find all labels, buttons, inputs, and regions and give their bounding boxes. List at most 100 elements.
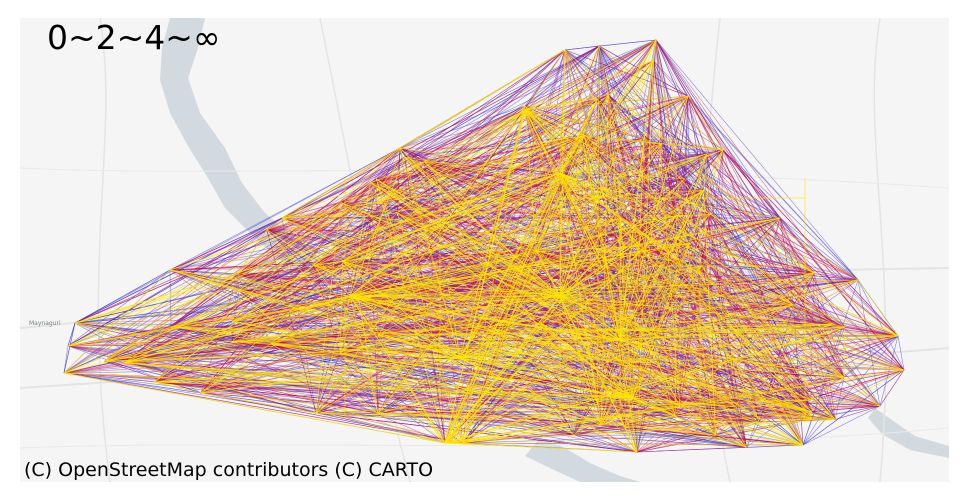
connection-line [559,60,654,297]
connection-line [404,49,566,158]
connection-line [448,286,561,297]
road [873,18,887,482]
connection-line [559,49,566,297]
connection-line [63,147,401,374]
connection-line [540,213,711,324]
connection-line [123,323,834,363]
connection-line [524,105,560,186]
connection-line [349,94,609,297]
connection-line [349,243,691,297]
connection-line [644,137,859,281]
connection-line [812,369,905,420]
connection-line [342,98,598,262]
connection-line [339,339,621,355]
connection-line [74,322,446,444]
connection-line [488,95,689,328]
river-water-south [525,438,640,482]
connection-line [536,243,691,253]
connection-line [574,418,813,436]
connection-line [631,153,708,399]
connection-line [559,172,717,436]
connection-line [270,217,781,344]
connection-line [810,376,845,401]
connection-line [397,147,401,213]
connection-line [200,295,351,394]
connection-line [524,109,585,136]
connection-line [759,422,804,446]
connection-line [339,353,747,448]
connection-line [238,290,379,414]
connection-line [631,397,747,448]
connection-line [397,109,526,214]
connection-line [123,304,642,363]
connection-line [423,161,736,407]
connection-line [524,109,834,325]
connection-line [313,45,600,266]
connection-line [170,290,239,328]
connection-line [703,189,859,281]
connection-line [559,295,716,436]
river-water-east [868,408,949,458]
connection-line [342,260,813,413]
connection-line [631,326,845,399]
connection-line [459,357,747,448]
connection-line [687,95,724,151]
connection-line [237,229,268,276]
connection-line [349,153,708,297]
connection-line [536,250,561,297]
connection-line [641,304,845,378]
connection-line [358,298,379,414]
connection-line [444,254,600,444]
connection-line [802,369,905,446]
connection-line [404,156,633,364]
connection-line [266,229,642,235]
connection-line [636,414,676,453]
connection-line [524,109,813,413]
connection-line [313,265,633,399]
connection-line [444,411,812,444]
map-canvas[interactable]: Maynaguri [20,18,949,482]
connection-line [104,135,583,362]
connection-line [315,105,526,414]
connection-line [399,45,600,149]
connection-line [63,372,446,444]
connection-line [154,381,804,446]
connection-line [655,39,859,281]
connection-line [104,295,561,362]
connection-line [67,161,425,347]
connection-line [632,362,881,407]
connection-line [675,406,736,416]
connection-line [459,357,638,453]
connection-line [444,185,560,444]
connection-line [313,212,398,266]
connection-line [231,295,351,322]
connection-line [581,135,638,453]
connection-line [559,49,566,174]
connection-line [200,357,461,394]
connection-line [598,45,642,235]
connection-line [369,212,398,217]
connection-line [598,45,689,97]
connection-line [655,39,905,371]
connection-line [619,95,689,341]
connection-line [559,143,663,297]
connection-line [67,269,171,347]
connection-line [879,369,905,407]
connection-line [676,215,836,420]
connection-line [67,137,645,347]
connection-line [63,269,171,374]
connection-line [281,45,600,219]
connection-line [524,109,815,274]
connection-line [597,397,633,405]
connection-line [67,322,76,347]
connection-line [644,137,881,407]
connection-line [349,149,724,297]
connection-line [339,353,446,444]
connection-line [581,135,845,378]
connection-line [67,135,583,347]
connection-line [597,404,736,407]
connection-line [843,327,846,378]
connection-line [200,161,425,394]
connection-line [489,327,813,420]
connection-line [171,217,621,328]
